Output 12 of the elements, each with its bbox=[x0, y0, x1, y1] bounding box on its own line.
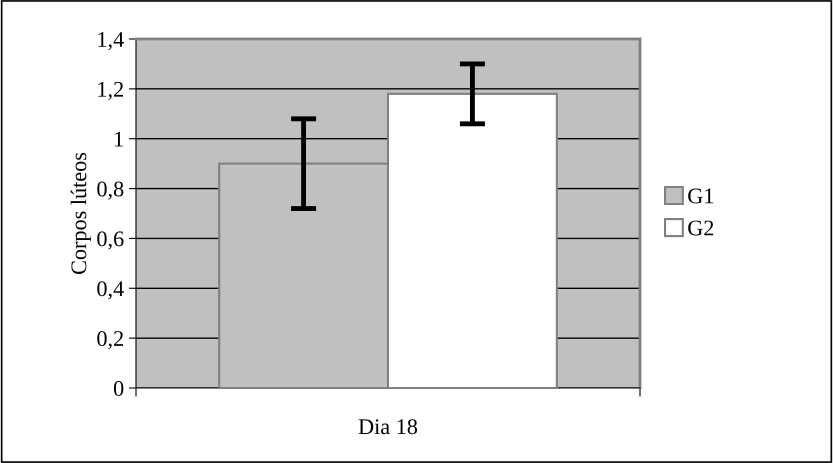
y-tick-label: 0,2 bbox=[97, 331, 123, 350]
y-tick-label: 0,8 bbox=[97, 182, 124, 200]
legend-label: G2 bbox=[688, 220, 714, 236]
x-tick-label: Dia 18 bbox=[358, 419, 418, 434]
y-axis-title: Corpos lúteos bbox=[70, 152, 91, 274]
y-tick-label: 1,4 bbox=[98, 32, 124, 50]
y-tick-label: 0 bbox=[114, 380, 124, 396]
y-tick-label: 0,4 bbox=[97, 281, 124, 300]
y-tick-label: 1,2 bbox=[98, 82, 123, 100]
y-tick-label: 1 bbox=[115, 132, 123, 146]
legend-label: G1 bbox=[688, 188, 714, 204]
y-tick-label: 0,6 bbox=[97, 231, 124, 250]
